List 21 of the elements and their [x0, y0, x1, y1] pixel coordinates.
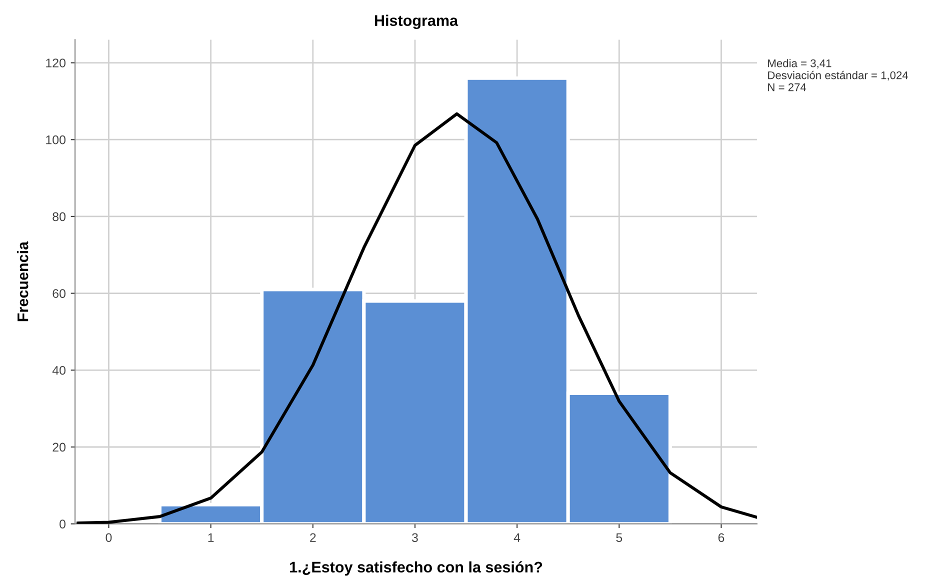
y-tick-label: 80	[52, 212, 66, 222]
y-axis-title: Frecuencia	[17, 241, 28, 322]
y-tick-label: 0	[60, 520, 66, 528]
x-tick-label: 1	[208, 533, 214, 542]
y-tick-label: 40	[52, 366, 66, 375]
x-tick-label: 2	[310, 533, 316, 542]
x-tick-label: 4	[514, 533, 520, 542]
y-tick-label: 100	[46, 135, 66, 144]
y-tick-label: 60	[52, 289, 66, 298]
y-tick-label: 20	[52, 442, 66, 452]
text: Media = 3,41	[768, 59, 832, 69]
line-series	[76, 112, 757, 524]
chart-title: Histograma	[375, 14, 458, 30]
text: Desviación estándar = 1,024	[768, 70, 908, 81]
x-axis-title: 1.¿Estoy satisfecho con la sesión?	[290, 561, 542, 576]
x-tick-label: 0	[106, 533, 112, 542]
x-tick-label: 5	[616, 533, 622, 542]
y-tick-label: 120	[46, 58, 66, 68]
x-tick-label: 3	[412, 533, 418, 542]
text: N = 274	[768, 83, 806, 92]
x-tick-label: 6	[718, 533, 724, 542]
